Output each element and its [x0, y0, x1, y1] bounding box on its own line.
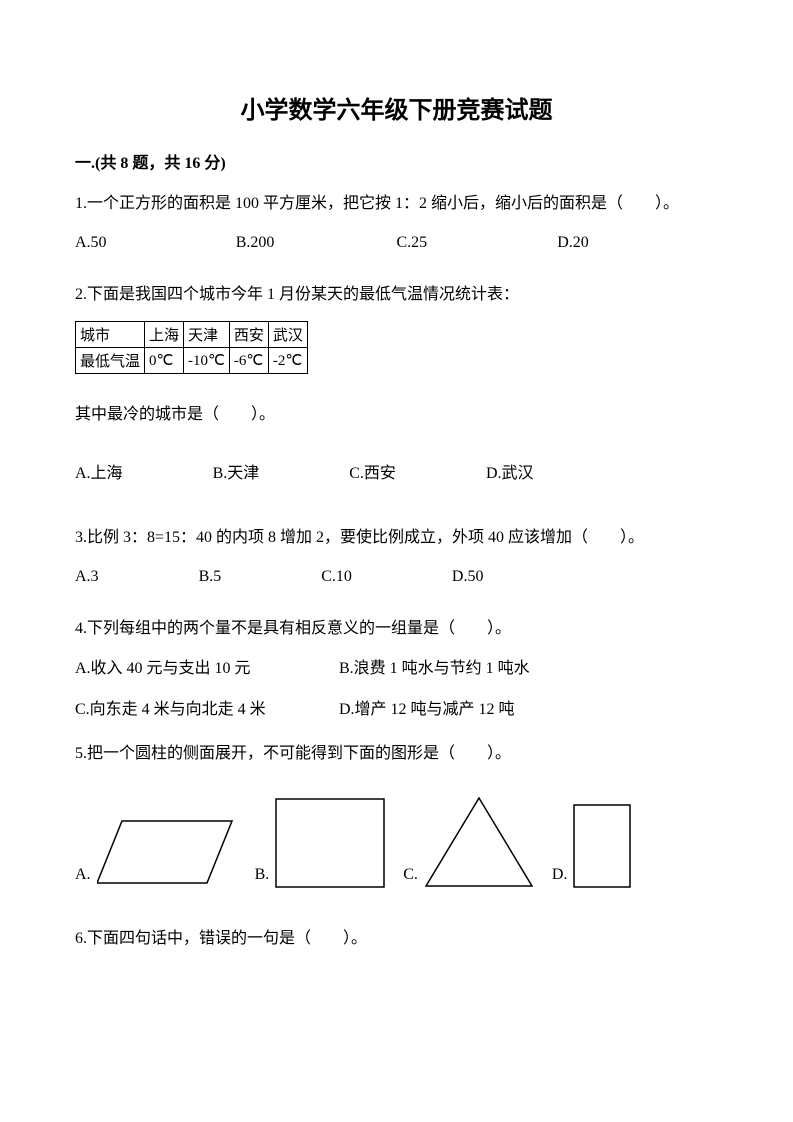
q4-options-row-2: C.向东走 4 米与向北走 4 米 D.增产 12 吨与减产 12 吨 — [75, 695, 718, 725]
q5-label-d: D. — [552, 866, 568, 888]
q3-option-a: A.3 — [75, 563, 99, 592]
q4-option-d: D.增产 12 吨与减产 12 吨 — [339, 695, 515, 725]
q2-options: A.上海 B.天津 C.西安 D.武汉 — [75, 460, 718, 489]
q2-option-b: B.天津 — [213, 460, 260, 489]
section-1-header: 一.(共 8 题，共 16 分) — [75, 149, 718, 173]
parallelogram-icon — [97, 816, 237, 888]
q4-option-c: C.向东走 4 米与向北走 4 米 — [75, 695, 335, 725]
q1-option-d: D.20 — [557, 229, 718, 258]
q2-table-val-tianjin: -10℃ — [184, 347, 230, 373]
q5-option-a: A. — [75, 816, 237, 888]
q2-table-label-temp: 最低气温 — [76, 347, 145, 373]
q3-option-c: C.10 — [321, 563, 352, 592]
q4-text: 4.下列每组中的两个量不是具有相反意义的一组量是（ ）。 — [75, 614, 718, 644]
q5-option-d: D. — [552, 804, 632, 888]
q2-option-a: A.上海 — [75, 460, 123, 489]
q3-option-d: D.50 — [452, 563, 484, 592]
q2-table-val-shanghai: 0℃ — [145, 347, 184, 373]
q2-table: 城市 上海 天津 西安 武汉 最低气温 0℃ -10℃ -6℃ -2℃ — [75, 321, 308, 374]
q4-option-b: B.浪费 1 吨水与节约 1 吨水 — [339, 654, 530, 684]
rectangle-tall-icon — [573, 804, 631, 888]
q1-option-b: B.200 — [236, 229, 397, 258]
q1-text: 1.一个正方形的面积是 100 平方厘米，把它按 1：2 缩小后，缩小后的面积是… — [75, 189, 718, 219]
q2-table-h-wuhan: 武汉 — [268, 321, 307, 347]
q5-label-b: B. — [255, 866, 270, 888]
q2-option-c: C.西安 — [349, 460, 396, 489]
table-row: 最低气温 0℃ -10℃ -6℃ -2℃ — [76, 347, 308, 373]
q2-option-d: D.武汉 — [486, 460, 534, 489]
q2-table-h-city: 城市 — [76, 321, 145, 347]
q5-label-a: A. — [75, 866, 91, 888]
q2-table-val-wuhan: -2℃ — [268, 347, 307, 373]
q3-text: 3.比例 3：8=15：40 的内项 8 增加 2，要使比例成立，外项 40 应… — [75, 523, 718, 553]
q3-options: A.3 B.5 C.10 D.50 — [75, 563, 718, 592]
q5-option-c: C. — [403, 796, 534, 888]
q3-option-b: B.5 — [199, 563, 222, 592]
triangle-icon — [424, 796, 534, 888]
exam-page: 小学数学六年级下册竞赛试题 一.(共 8 题，共 16 分) 1.一个正方形的面… — [0, 0, 793, 1122]
q5-shapes: A. B. C. D. — [75, 796, 718, 888]
q2-subtext: 其中最冷的城市是（ ）。 — [75, 400, 718, 430]
q1-option-a: A.50 — [75, 229, 236, 258]
table-row: 城市 上海 天津 西安 武汉 — [76, 321, 308, 347]
q2-table-h-xian: 西安 — [229, 321, 268, 347]
q2-table-h-tianjin: 天津 — [184, 321, 230, 347]
q2-table-h-shanghai: 上海 — [145, 321, 184, 347]
q6-text: 6.下面四句话中，错误的一句是（ ）。 — [75, 924, 718, 954]
q5-label-c: C. — [403, 866, 418, 888]
q2-text: 2.下面是我国四个城市今年 1 月份某天的最低气温情况统计表： — [75, 280, 718, 310]
q1-option-c: C.25 — [397, 229, 558, 258]
page-title: 小学数学六年级下册竞赛试题 — [75, 90, 718, 125]
q4-options-row-1: A.收入 40 元与支出 10 元 B.浪费 1 吨水与节约 1 吨水 — [75, 654, 718, 684]
q4-option-a: A.收入 40 元与支出 10 元 — [75, 654, 335, 684]
q5-text: 5.把一个圆柱的侧面展开，不可能得到下面的图形是（ ）。 — [75, 739, 718, 769]
q5-option-b: B. — [255, 798, 386, 888]
rectangle-icon — [275, 798, 385, 888]
q1-options: A.50 B.200 C.25 D.20 — [75, 229, 718, 258]
q2-table-val-xian: -6℃ — [229, 347, 268, 373]
